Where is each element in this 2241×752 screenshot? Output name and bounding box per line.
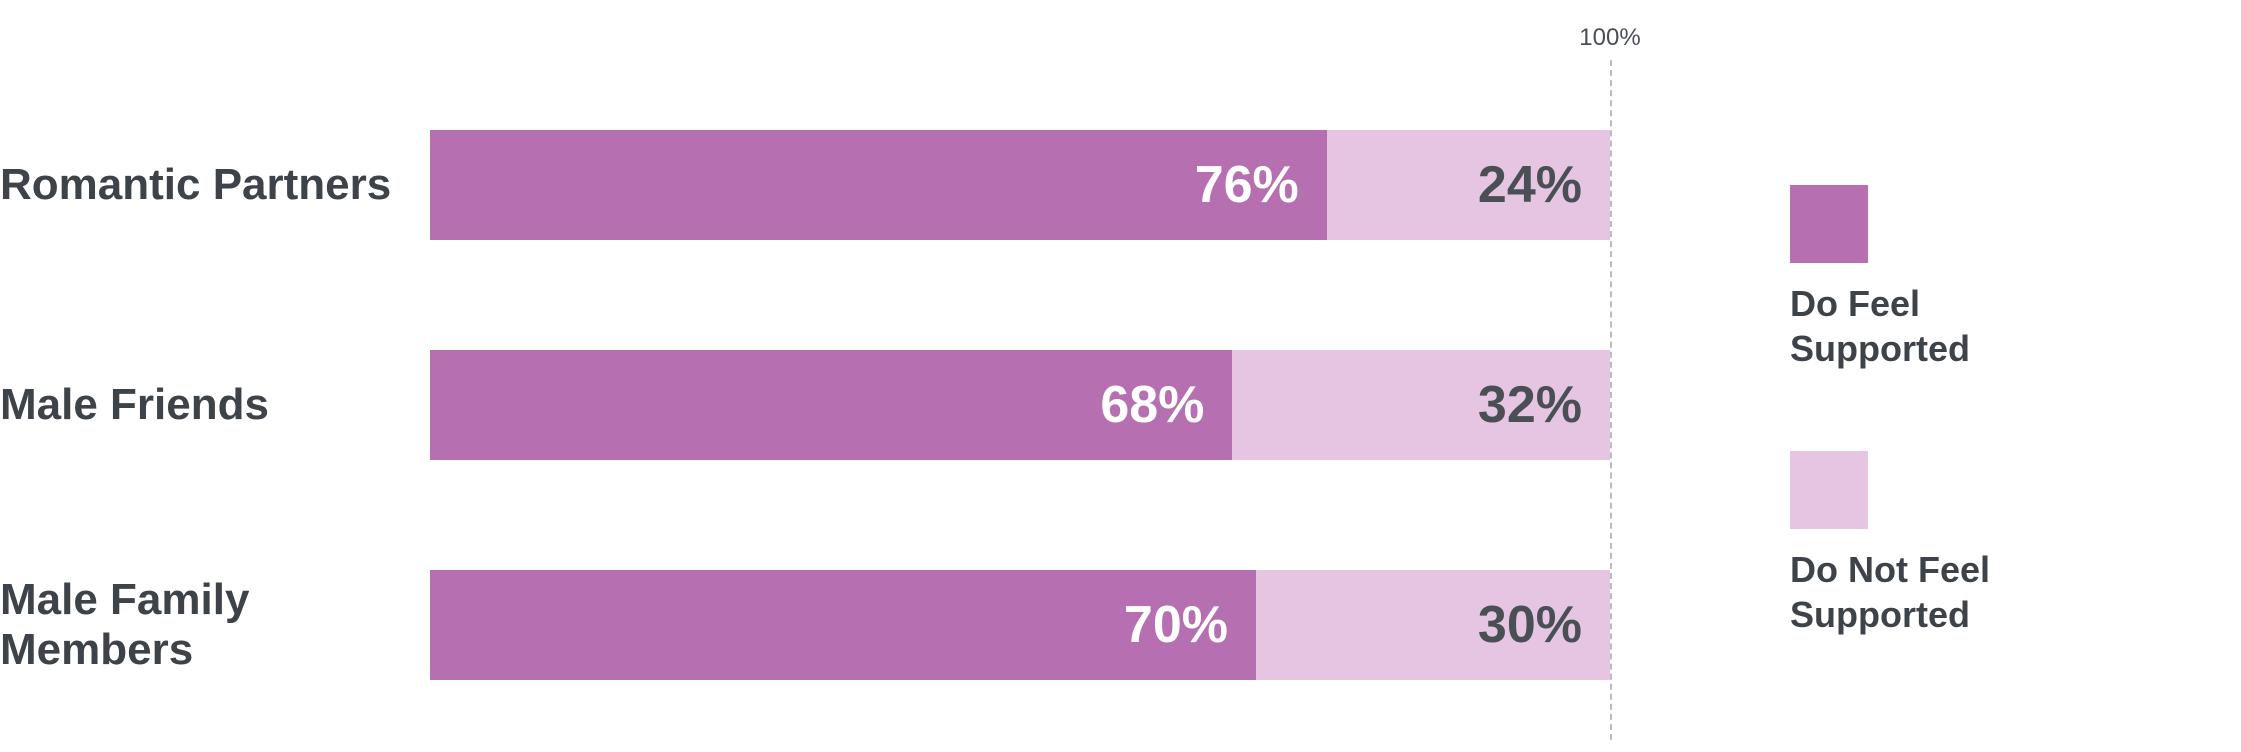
legend-swatch [1790,185,1868,263]
axis-max-label: 100% [1579,24,1640,52]
legend-label: Do Not Feel Supported [1790,547,2050,637]
bar-row: Romantic Partners 76% 24% [0,130,1610,240]
legend-item-do-feel: Do Feel Supported [1790,185,2050,371]
bar-segment-do-feel: 70% [430,570,1256,680]
stacked-bar: 76% 24% [430,130,1610,240]
bar-segment-do-feel: 76% [430,130,1327,240]
category-label: Male Family Members [0,575,430,675]
bar-segment-do-not-feel: 24% [1327,130,1610,240]
legend-item-do-not-feel: Do Not Feel Supported [1790,451,2050,637]
axis-100-line [1610,60,1612,740]
bar-segment-do-not-feel: 30% [1256,570,1610,680]
bar-rows: Romantic Partners 76% 24% Male Friends 6… [0,130,1610,680]
legend: Do Feel Supported Do Not Feel Supported [1790,185,2050,637]
bar-row: Male Family Members 70% 30% [0,570,1610,680]
category-label: Male Friends [0,380,430,430]
bar-segment-do-not-feel: 32% [1232,350,1610,460]
legend-swatch [1790,451,1868,529]
stacked-bar: 70% 30% [430,570,1610,680]
category-label: Romantic Partners [0,160,430,210]
bar-segment-do-feel: 68% [430,350,1232,460]
stacked-bar: 68% 32% [430,350,1610,460]
legend-label: Do Feel Supported [1790,281,2050,371]
bar-row: Male Friends 68% 32% [0,350,1610,460]
support-stacked-bar-chart: 100% Romantic Partners 76% 24% Male Frie… [0,0,2241,752]
